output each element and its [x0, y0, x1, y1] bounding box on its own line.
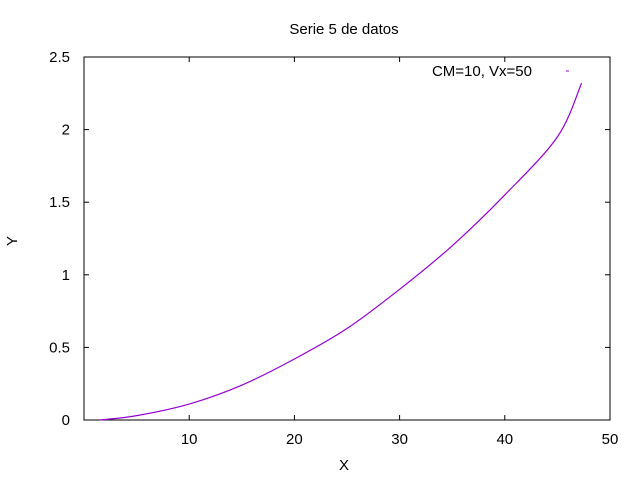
y-tick-label: 1.5	[49, 194, 70, 211]
y-tick-label: 0.5	[49, 339, 70, 356]
x-tick-label: 30	[391, 431, 408, 448]
y-tick-label: 2	[62, 122, 70, 139]
plot-frame	[83, 56, 611, 421]
x-tick-label: 20	[286, 431, 303, 448]
legend-label: CM=10, Vx=50	[432, 63, 532, 80]
axis-ticks: 10 20 30 40 50 0 0.5 1 1.5 2 2.5	[49, 49, 618, 448]
y-tick-label: 1	[62, 267, 70, 284]
x-tick-label: 50	[602, 431, 619, 448]
series-layer	[99, 82, 583, 421]
series-line	[99, 82, 583, 421]
y-tick-label: 2.5	[49, 49, 70, 66]
x-tick-label: 40	[496, 431, 513, 448]
legend: CM=10, Vx=50	[432, 63, 569, 80]
chart-title: Serie 5 de datos	[289, 21, 398, 38]
y-axis-label: Y	[4, 236, 21, 246]
y-tick-label: 0	[62, 412, 70, 429]
x-axis-label: X	[339, 457, 349, 474]
x-tick-label: 10	[181, 431, 198, 448]
